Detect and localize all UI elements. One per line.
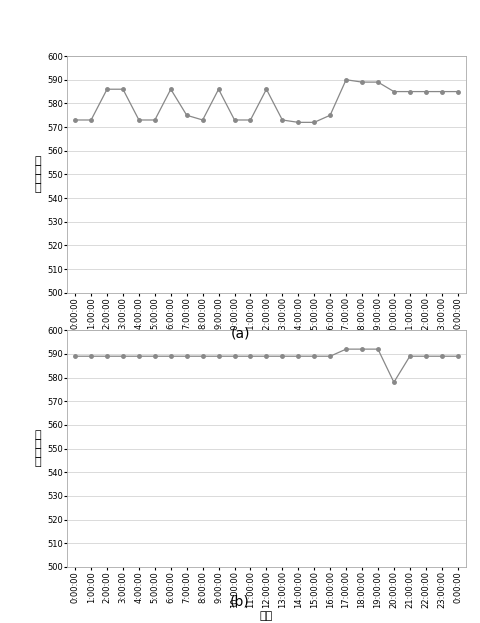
X-axis label: 时间: 时间 [260,611,273,621]
Text: (b): (b) [230,594,250,608]
Y-axis label: 驱
动
电
流: 驱 动 电 流 [35,156,42,193]
Text: (a): (a) [230,326,250,340]
Y-axis label: 驱
动
电
流: 驱 动 电 流 [35,430,42,467]
X-axis label: 时间: 时间 [260,337,273,347]
